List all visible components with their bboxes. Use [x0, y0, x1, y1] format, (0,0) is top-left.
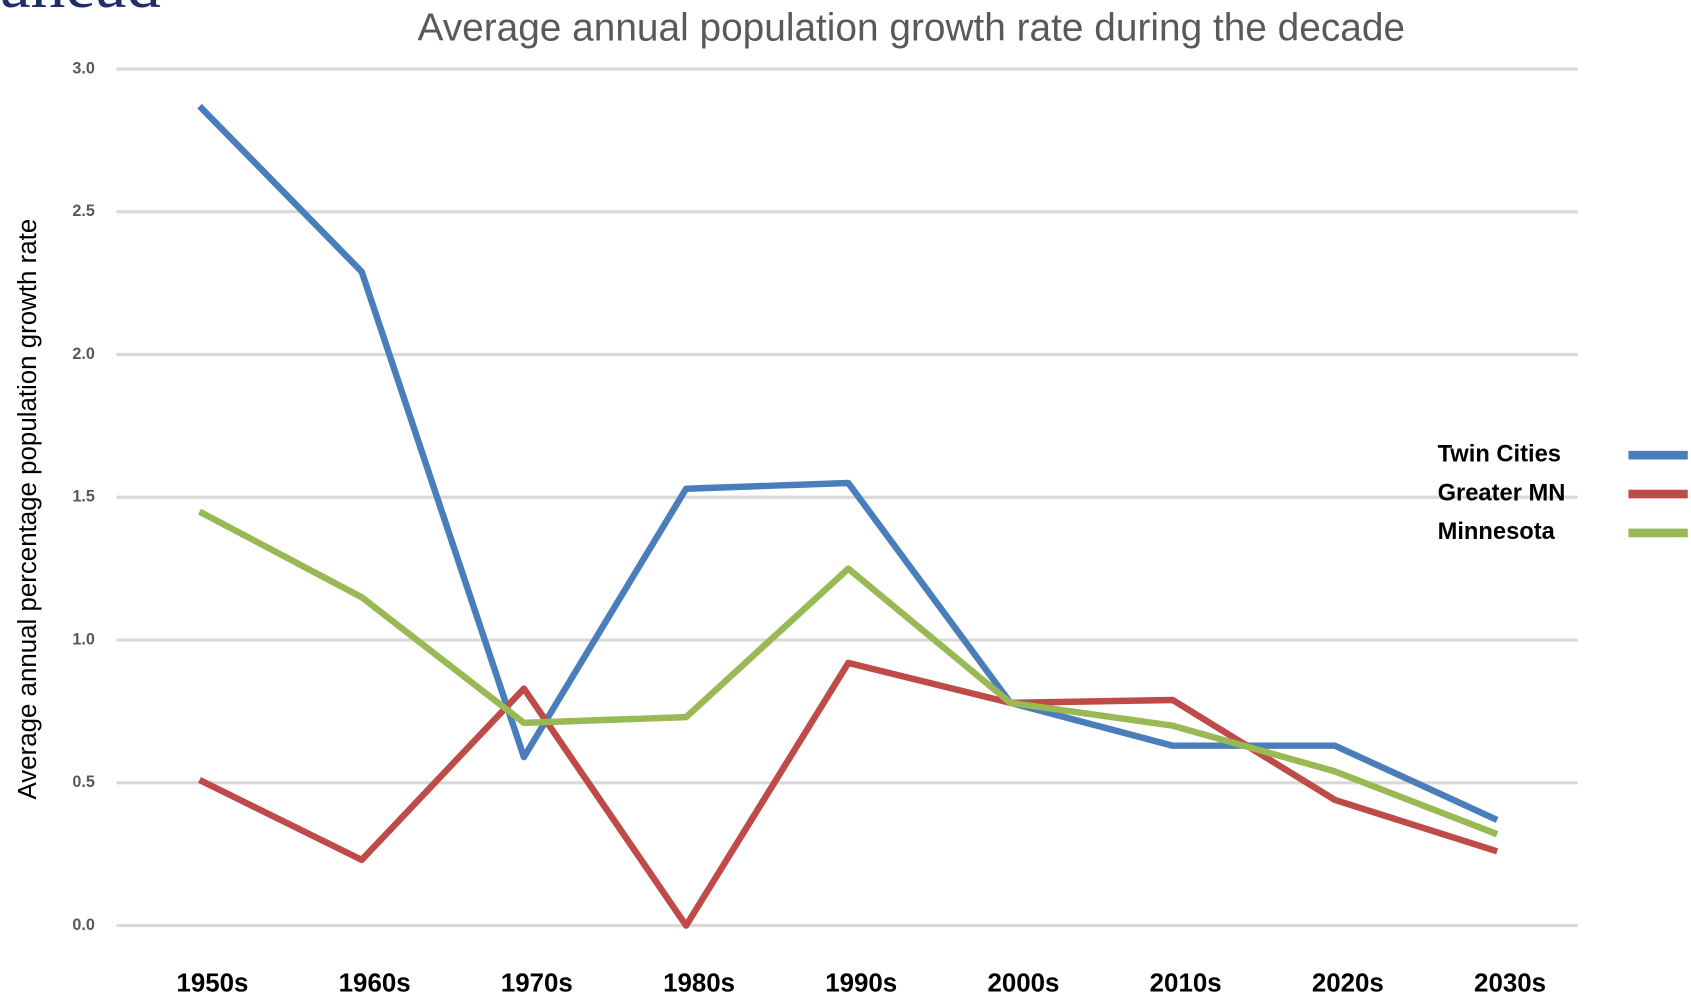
- y-tick-label: 2.0: [72, 345, 94, 363]
- y-tick-label: 2.5: [72, 202, 94, 220]
- x-tick-label: 2010s: [1150, 970, 1222, 998]
- y-axis-label: Average annual percentage population gro…: [14, 219, 42, 800]
- x-tick-label: 2000s: [987, 970, 1059, 998]
- x-tick-label: 2030s: [1474, 970, 1546, 998]
- x-tick-label: 1950s: [176, 970, 248, 998]
- chart-title: Average annual population growth rate du…: [418, 6, 1405, 49]
- legend-label: Greater MN: [1438, 480, 1566, 506]
- series-line: [197, 103, 1499, 823]
- series-line: [198, 659, 1499, 929]
- y-tick-label: 0.0: [72, 916, 94, 934]
- slide-title: ahead: [0, 0, 161, 22]
- legend-label: Minnesota: [1438, 519, 1556, 545]
- y-tick-label: 0.5: [72, 773, 94, 791]
- x-tick-label: 2020s: [1312, 970, 1384, 998]
- x-tick-label: 1970s: [501, 970, 573, 998]
- legend-label: Twin Cities: [1438, 441, 1561, 467]
- y-tick-label: 3.0: [72, 59, 94, 77]
- y-tick-label: 1.5: [72, 488, 94, 506]
- x-tick-label: 1990s: [825, 970, 897, 998]
- x-tick-label: 1960s: [339, 970, 411, 998]
- x-tick-label: 1980s: [663, 970, 735, 998]
- y-tick-label: 1.0: [72, 630, 94, 648]
- series-line: [198, 508, 1499, 838]
